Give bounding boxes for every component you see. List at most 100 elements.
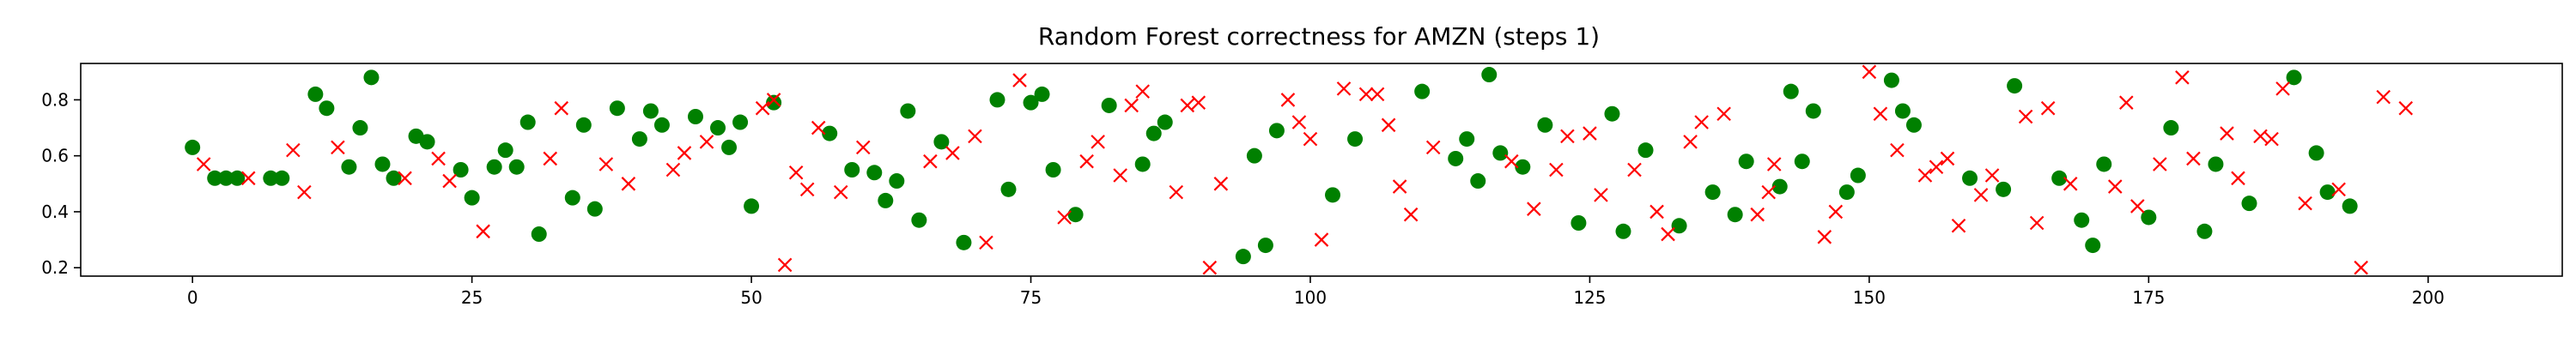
data-point-incorrect xyxy=(543,151,558,166)
data-point-incorrect xyxy=(811,120,826,135)
x-tick-label: 50 xyxy=(740,287,762,308)
data-point-correct xyxy=(519,114,536,130)
data-point-incorrect xyxy=(1403,207,1419,222)
data-point-incorrect xyxy=(331,140,345,155)
data-point-correct xyxy=(2051,170,2068,186)
data-point-incorrect xyxy=(1303,131,1318,147)
data-point-incorrect xyxy=(968,129,982,144)
data-point-incorrect xyxy=(2186,151,2201,166)
data-point-incorrect xyxy=(1392,179,1407,194)
data-point-correct xyxy=(1257,238,1273,254)
data-point-incorrect xyxy=(1862,64,1877,80)
data-point-incorrect xyxy=(1549,162,1564,178)
data-point-correct xyxy=(2208,156,2224,172)
data-point-incorrect xyxy=(833,184,848,200)
y-axis: 0.2 0.4 0.6 0.8 xyxy=(41,89,81,278)
data-point-correct xyxy=(274,170,290,186)
data-point-correct xyxy=(341,159,357,175)
data-point-correct xyxy=(1671,218,1687,234)
data-point-incorrect xyxy=(1370,87,1385,102)
x-tick-label: 175 xyxy=(2132,287,2165,308)
data-point-incorrect xyxy=(1940,151,1955,166)
data-point-incorrect xyxy=(2108,179,2123,194)
data-point-correct xyxy=(866,165,883,181)
data-point-incorrect xyxy=(1425,140,1441,155)
data-point-correct xyxy=(1448,150,1464,166)
data-point-incorrect xyxy=(2119,95,2134,110)
data-point-incorrect xyxy=(1079,153,1094,169)
data-point-correct xyxy=(319,100,335,117)
data-point-incorrect xyxy=(2063,177,2078,191)
data-point-correct xyxy=(307,86,324,102)
data-point-correct xyxy=(1805,103,1821,119)
data-point-incorrect xyxy=(2175,70,2190,85)
data-point-correct xyxy=(2286,69,2302,86)
data-point-correct xyxy=(1000,181,1017,197)
data-point-incorrect xyxy=(855,140,871,155)
data-point-incorrect xyxy=(476,224,490,239)
data-point-incorrect xyxy=(1504,153,1519,169)
x-tick-label: 0 xyxy=(187,287,198,308)
data-point-incorrect xyxy=(1202,260,1218,275)
data-point-incorrect xyxy=(1716,106,1731,122)
data-point-correct xyxy=(2163,120,2179,136)
data-point-correct xyxy=(1157,114,1173,130)
data-point-incorrect xyxy=(1929,159,1944,175)
data-point-incorrect xyxy=(1012,73,1027,87)
data-point-incorrect xyxy=(1594,188,1608,202)
data-point-incorrect xyxy=(1336,81,1352,96)
data-point-incorrect xyxy=(665,162,681,178)
data-point-incorrect xyxy=(1381,117,1396,133)
data-point-correct xyxy=(2342,198,2358,214)
data-point-incorrect xyxy=(1314,232,1329,247)
data-point-correct xyxy=(1727,207,1743,223)
y-tick-label: 0.2 xyxy=(41,257,69,278)
data-point-incorrect xyxy=(1527,202,1541,216)
data-point-correct xyxy=(1537,117,1553,133)
data-point-correct xyxy=(710,120,726,136)
data-point-correct xyxy=(900,103,916,119)
data-point-correct xyxy=(956,234,972,250)
data-point-correct xyxy=(1738,153,1754,170)
x-tick-label: 150 xyxy=(1853,287,1886,308)
data-point-correct xyxy=(1615,223,1631,239)
data-point-correct xyxy=(989,92,1005,108)
x-tick-label: 125 xyxy=(1573,287,1606,308)
data-point-incorrect xyxy=(777,257,793,273)
data-point-incorrect xyxy=(2264,131,2279,147)
data-point-incorrect xyxy=(1180,98,1195,113)
plot-frame xyxy=(80,63,2563,277)
data-point-correct xyxy=(263,170,279,186)
data-point-correct xyxy=(878,192,894,208)
chart-title: Random Forest correctness for AMZN (step… xyxy=(1038,22,1600,51)
data-point-correct xyxy=(1894,103,1911,119)
data-point-correct xyxy=(1637,142,1654,159)
data-point-correct xyxy=(531,226,547,243)
data-point-correct xyxy=(1883,72,1899,88)
data-point-correct xyxy=(207,170,223,186)
data-point-incorrect xyxy=(1984,168,2000,183)
data-point-correct xyxy=(497,142,513,159)
data-point-correct xyxy=(653,117,670,133)
data-point-correct xyxy=(642,103,659,119)
data-point-correct xyxy=(631,131,647,147)
data-point-incorrect xyxy=(1649,204,1664,220)
data-point-correct xyxy=(2074,212,2090,228)
data-point-correct xyxy=(1325,187,1341,203)
data-point-incorrect xyxy=(699,135,714,149)
data-point-correct xyxy=(185,139,201,155)
data-point-correct xyxy=(1235,249,1251,265)
data-point-correct xyxy=(1023,94,1039,111)
data-point-correct xyxy=(889,173,905,190)
data-point-correct xyxy=(229,170,246,186)
y-tick-label: 0.6 xyxy=(41,146,69,166)
data-point-correct xyxy=(1145,125,1162,141)
data-point-correct xyxy=(1962,170,1978,186)
data-point-incorrect xyxy=(286,142,301,158)
data-point-correct xyxy=(419,134,435,150)
data-point-correct xyxy=(732,114,749,130)
data-point-correct xyxy=(609,100,625,117)
data-point-incorrect xyxy=(297,184,312,200)
y-tick-label: 0.4 xyxy=(41,202,69,222)
